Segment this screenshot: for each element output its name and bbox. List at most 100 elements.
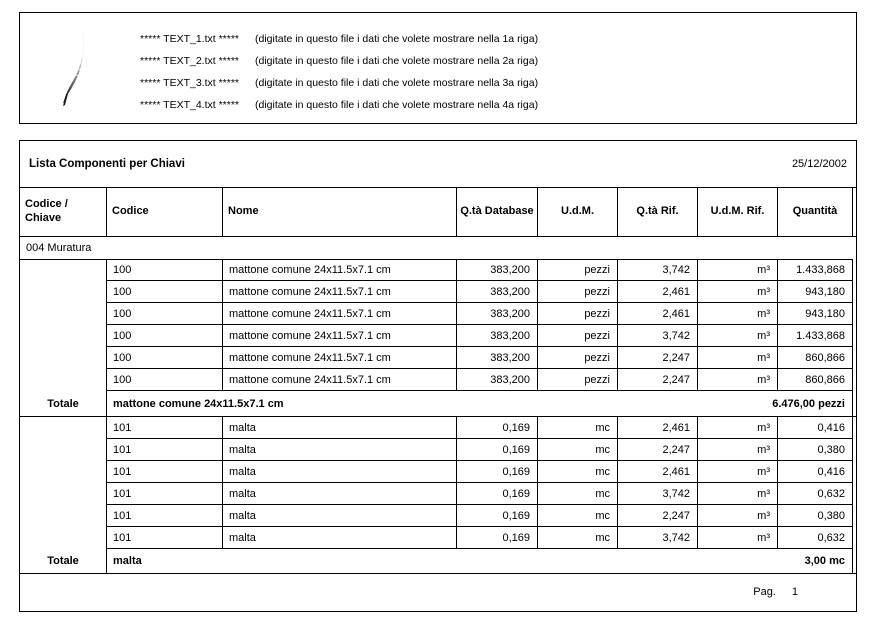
instructions-box: ***** TEXT_1.txt ***** (digitate in ques… — [19, 12, 857, 124]
instruction-line: ***** TEXT_4.txt ***** (digitate in ques… — [140, 94, 538, 116]
report-title-row: Lista Componenti per Chiavi 25/12/2002 — [20, 141, 856, 188]
cell-qta-database: 0,169 — [456, 483, 537, 505]
text-file-note: (digitate in questo file i dati che vole… — [255, 33, 539, 45]
cell-quantita: 0,380 — [777, 439, 853, 461]
total-value: 3,00 mc — [804, 555, 845, 567]
table-section-malta: 101 malta 0,169 mc 2,461 m³ 0,416 101 ma… — [20, 417, 856, 549]
table-row: 100 mattone comune 24x11.5x7.1 cm 383,20… — [20, 259, 853, 281]
cell-qta-rif: 2,461 — [617, 303, 697, 325]
cell-qta-rif: 2,247 — [617, 369, 697, 391]
text-file-name: ***** TEXT_2.txt ***** — [140, 55, 240, 67]
table-header: Codice / Chiave Codice Nome Q.tà Databas… — [20, 188, 856, 237]
text-file-note: (digitate in questo file i dati che vole… — [255, 77, 539, 89]
column-header-qta-database: Q.tà Database — [456, 188, 537, 236]
page-footer: Pag. 1 — [20, 574, 856, 609]
cell-codice: 101 — [106, 483, 222, 505]
cell-quantita: 0,416 — [777, 461, 853, 483]
column-header-codice-chiave: Codice / Chiave — [25, 198, 68, 224]
cell-qta-database: 383,200 — [456, 347, 537, 369]
instructions-lines: ***** TEXT_1.txt ***** (digitate in ques… — [140, 28, 538, 116]
cell-codice: 100 — [106, 369, 222, 391]
cell-qta-database: 383,200 — [456, 303, 537, 325]
table-row: 101 malta 0,169 mc 3,742 m³ 0,632 — [20, 483, 853, 505]
cell-udm: mc — [537, 527, 617, 549]
group-label: 004 Muratura — [26, 242, 92, 254]
cell-udm-rif: m³ — [697, 417, 777, 439]
cell-qta-database: 383,200 — [456, 325, 537, 347]
table-row: 100 mattone comune 24x11.5x7.1 cm 383,20… — [20, 325, 853, 347]
cell-nome: mattone comune 24x11.5x7.1 cm — [222, 303, 456, 325]
cell-udm: pezzi — [537, 347, 617, 369]
cell-qta-rif: 2,247 — [617, 347, 697, 369]
cell-nome: mattone comune 24x11.5x7.1 cm — [222, 259, 456, 281]
cell-codice: 100 — [106, 325, 222, 347]
instruction-line: ***** TEXT_3.txt ***** (digitate in ques… — [140, 72, 538, 94]
instruction-line: ***** TEXT_2.txt ***** (digitate in ques… — [140, 50, 538, 72]
cell-udm-rif: m³ — [697, 461, 777, 483]
cell-udm-rif: m³ — [697, 483, 777, 505]
cell-nome: malta — [222, 461, 456, 483]
cell-qta-database: 383,200 — [456, 281, 537, 303]
total-value: 6.476,00 pezzi — [772, 397, 845, 410]
cell-nome: malta — [222, 417, 456, 439]
table-row: 101 malta 0,169 mc 2,461 m³ 0,416 — [20, 417, 853, 439]
cell-nome: mattone comune 24x11.5x7.1 cm — [222, 281, 456, 303]
report-date: 25/12/2002 — [791, 158, 847, 170]
cell-nome: malta — [222, 439, 456, 461]
cell-udm: mc — [537, 505, 617, 527]
cell-codice: 100 — [106, 347, 222, 369]
cell-udm: pezzi — [537, 303, 617, 325]
cell-quantita: 1.433,868 — [777, 259, 853, 281]
cell-quantita: 0,632 — [777, 483, 853, 505]
report-title: Lista Componenti per Chiavi — [29, 158, 185, 170]
cell-udm: mc — [537, 417, 617, 439]
table-row: 100 mattone comune 24x11.5x7.1 cm 383,20… — [20, 303, 853, 325]
cell-quantita: 0,416 — [777, 417, 853, 439]
cell-nome: malta — [222, 527, 456, 549]
quill-feather-icon — [56, 25, 90, 116]
total-row-mattone: Totale mattone comune 24x11.5x7.1 cm 6.4… — [20, 391, 856, 417]
cell-nome: mattone comune 24x11.5x7.1 cm — [222, 347, 456, 369]
cell-qta-rif: 2,461 — [617, 461, 697, 483]
table-row: 100 mattone comune 24x11.5x7.1 cm 383,20… — [20, 369, 853, 391]
cell-quantita: 943,180 — [777, 303, 853, 325]
cell-quantita: 943,180 — [777, 281, 853, 303]
cell-codice: 101 — [106, 527, 222, 549]
cell-quantita: 0,380 — [777, 505, 853, 527]
cell-udm: pezzi — [537, 369, 617, 391]
cell-codice: 101 — [106, 439, 222, 461]
cell-quantita: 860,866 — [777, 347, 853, 369]
cell-quantita: 860,866 — [777, 369, 853, 391]
column-header-quantita: Quantità — [777, 188, 853, 236]
text-file-name: ***** TEXT_1.txt ***** — [140, 33, 240, 45]
cell-nome: malta — [222, 505, 456, 527]
page-number: 1 — [791, 585, 798, 598]
total-row-malta: Totale malta 3,00 mc — [20, 549, 856, 574]
cell-qta-database: 383,200 — [456, 259, 537, 281]
total-name: malta — [106, 549, 805, 573]
table-row: 101 malta 0,169 mc 2,461 m³ 0,416 — [20, 461, 853, 483]
text-file-name: ***** TEXT_3.txt ***** — [140, 77, 240, 89]
cell-qta-database: 0,169 — [456, 417, 537, 439]
cell-udm-rif: m³ — [697, 505, 777, 527]
cell-qta-database: 0,169 — [456, 461, 537, 483]
text-file-name: ***** TEXT_4.txt ***** — [140, 99, 240, 111]
total-label: Totale — [47, 555, 79, 567]
column-header-nome: Nome — [222, 188, 456, 236]
cell-udm: mc — [537, 461, 617, 483]
table-row: 101 malta 0,169 mc 2,247 m³ 0,380 — [20, 439, 853, 461]
table-row: 101 malta 0,169 mc 3,742 m³ 0,632 — [20, 527, 853, 549]
cell-udm-rif: m³ — [697, 439, 777, 461]
cell-udm: pezzi — [537, 281, 617, 303]
column-header-codice: Codice — [106, 188, 222, 236]
cell-nome: mattone comune 24x11.5x7.1 cm — [222, 325, 456, 347]
cell-udm: pezzi — [537, 259, 617, 281]
column-header-qta-rif: Q.tà Rif. — [617, 188, 697, 236]
cell-codice: 101 — [106, 417, 222, 439]
cell-qta-database: 383,200 — [456, 369, 537, 391]
table-row: 101 malta 0,169 mc 2,247 m³ 0,380 — [20, 505, 853, 527]
table-row: 100 mattone comune 24x11.5x7.1 cm 383,20… — [20, 281, 853, 303]
cell-qta-rif: 2,247 — [617, 505, 697, 527]
instruction-line: ***** TEXT_1.txt ***** (digitate in ques… — [140, 28, 538, 50]
column-header-udm: U.d.M. — [537, 188, 617, 236]
